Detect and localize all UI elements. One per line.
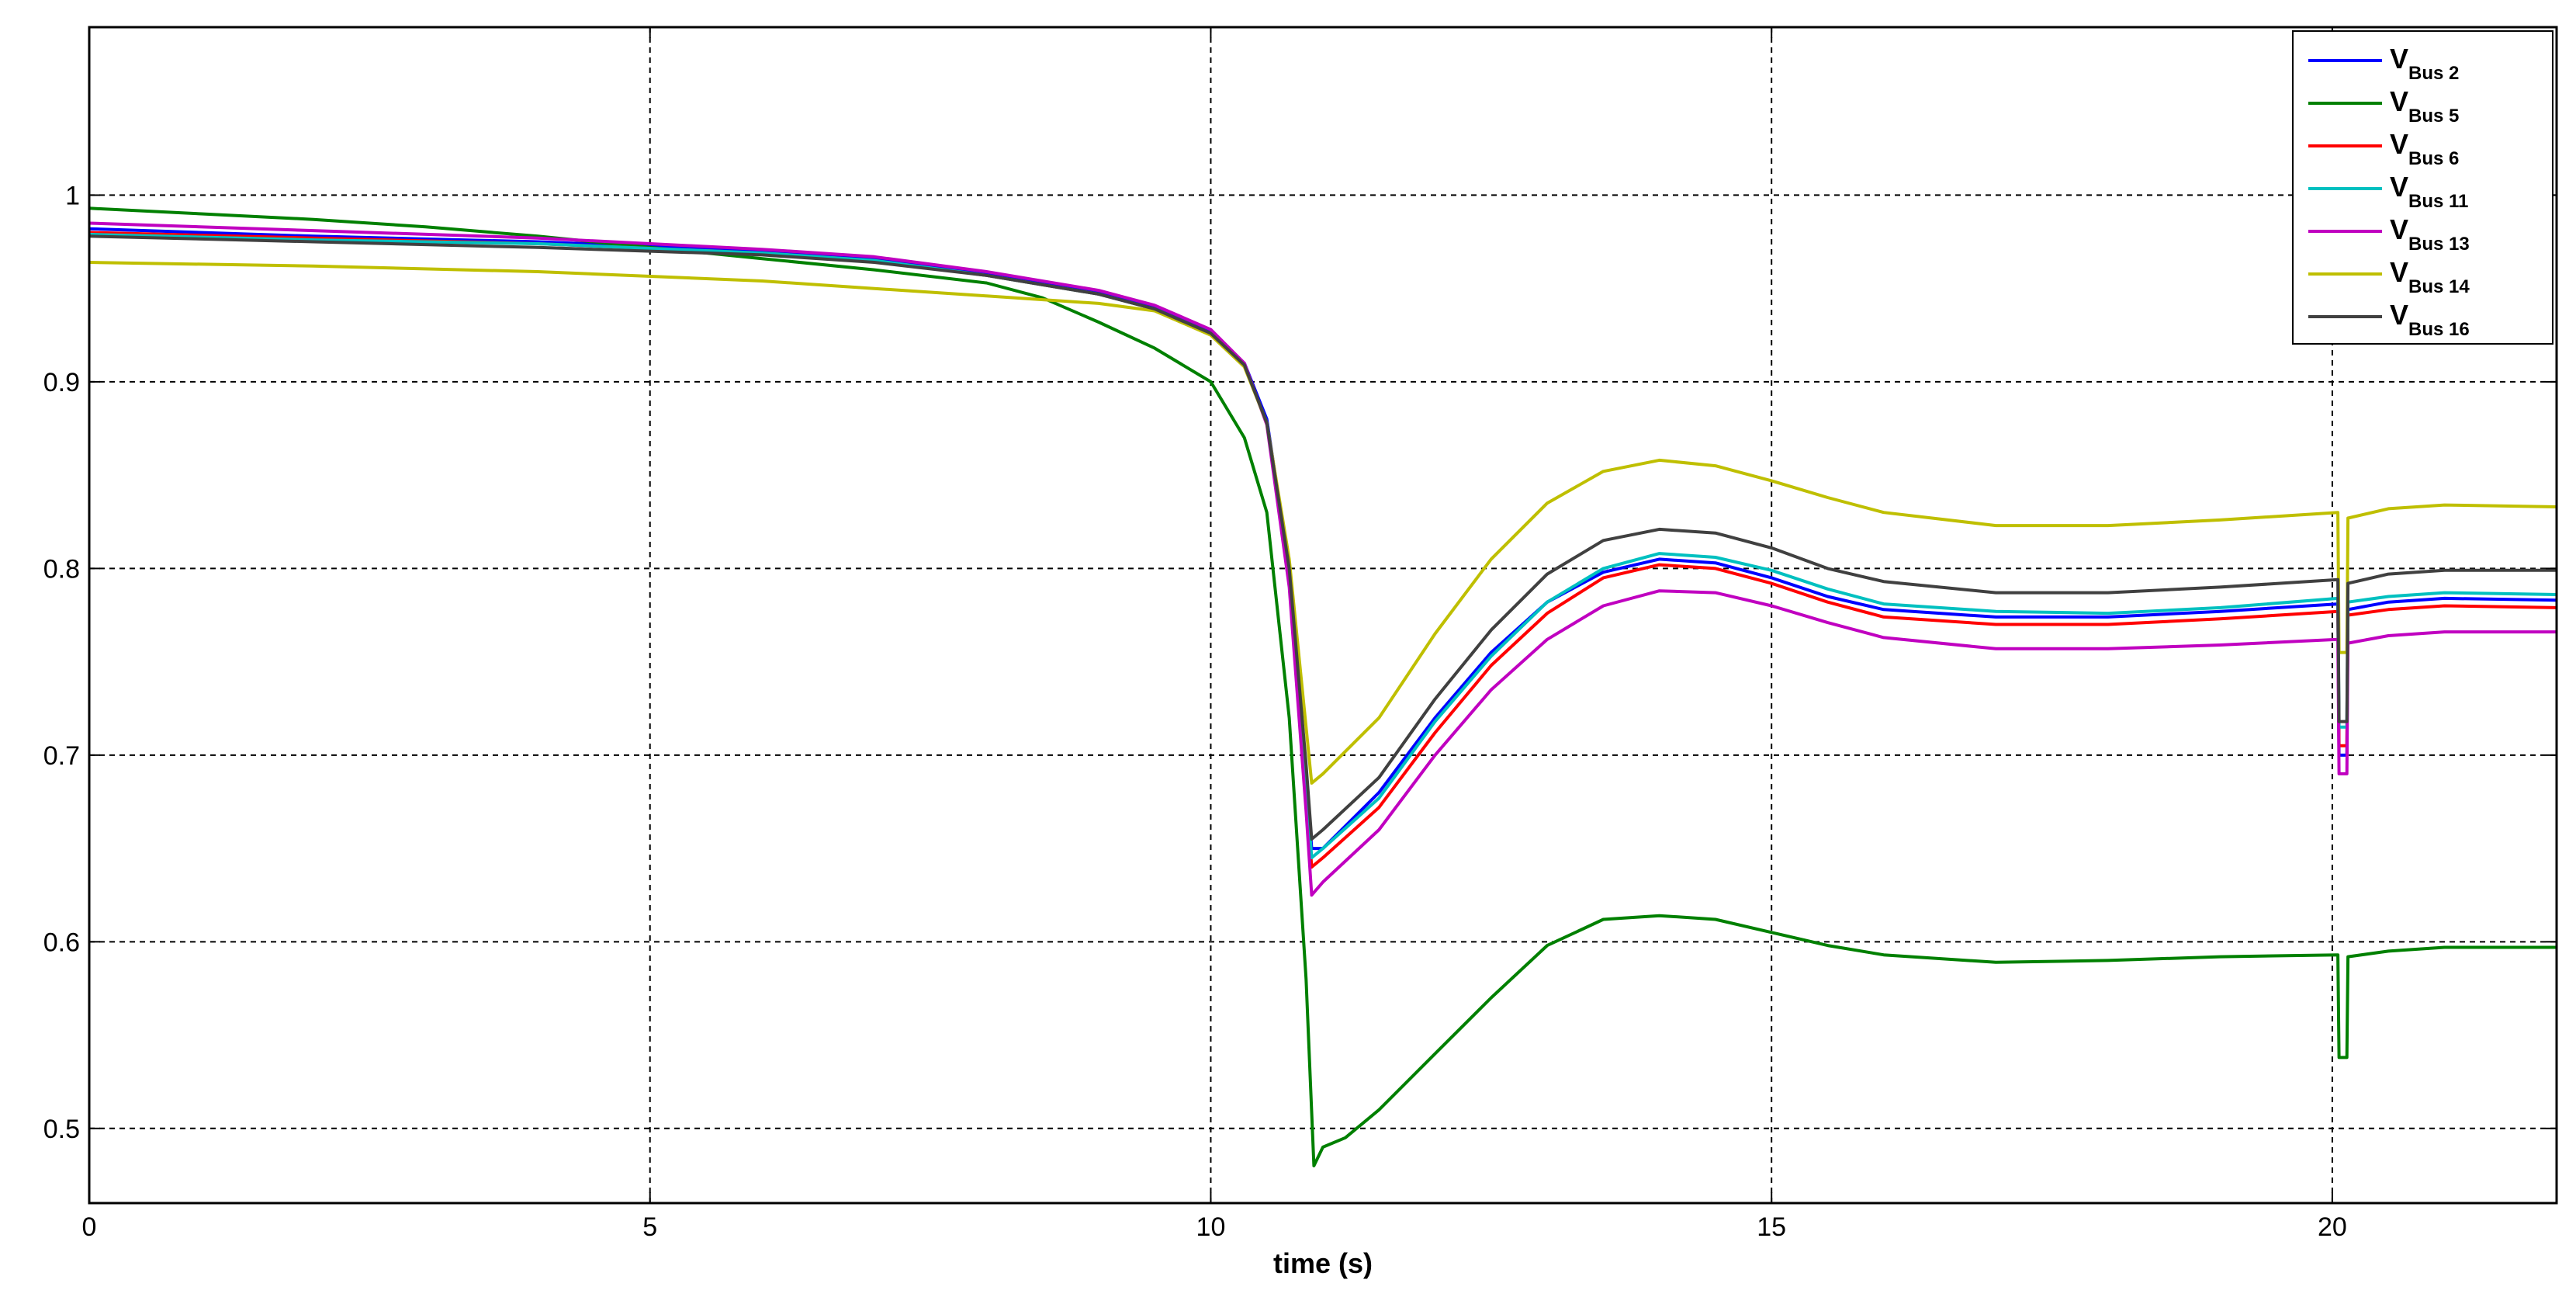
legend-entry: VBus 2 [2390,43,2459,84]
series-line [88,234,2557,841]
y-tick-label: 0.9 [43,368,80,397]
y-tick-label: 0.5 [43,1115,80,1144]
x-axis-label: time (s) [1273,1247,1373,1279]
series-line [88,206,2557,1167]
grid-lines [88,27,2557,1203]
legend-entry: VBus 16 [2390,299,2470,340]
x-tick-label: 10 [1196,1212,1226,1242]
legend-entry: VBus 5 [2390,85,2459,127]
y-tick-label: 0.6 [43,928,80,957]
legend-entry: VBus 13 [2390,213,2470,255]
legend-entry: VBus 14 [2390,256,2470,297]
axis-ticks: 0 5 10 15 20 0.5 0.6 0.7 0.8 0.9 1 [43,27,2557,1242]
legend-entry: VBus 11 [2390,171,2468,212]
series-lines [88,206,2557,1167]
x-tick-label: 5 [642,1212,657,1242]
y-tick-label: 0.8 [43,554,80,584]
axes-box [88,26,2558,1205]
y-tick-label: 0.7 [43,741,80,771]
x-tick-label: 20 [2318,1212,2347,1242]
x-tick-label: 15 [1757,1212,1786,1242]
y-tick-label: 1 [65,181,80,210]
series-line [88,261,2557,785]
legend-entry: VBus 6 [2390,128,2459,169]
x-tick-label: 0 [82,1212,97,1242]
